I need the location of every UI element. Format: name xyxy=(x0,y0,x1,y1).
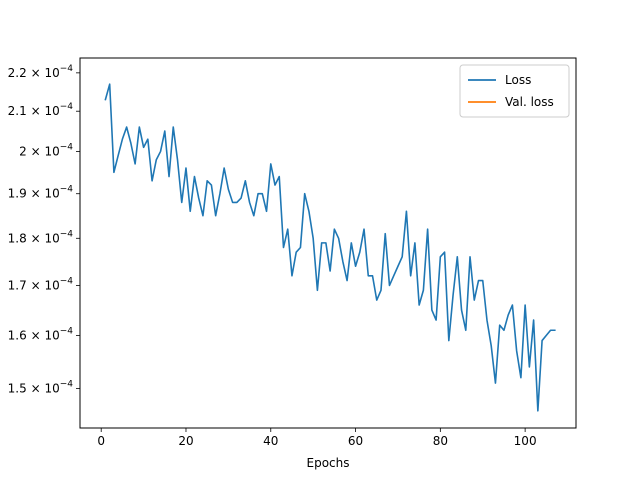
y-tick-label: 1.5 × 10−4 xyxy=(8,380,74,396)
x-tick-label: 20 xyxy=(178,434,193,448)
y-tick-label: 1.8 × 10−4 xyxy=(8,229,74,245)
y-axis-ticks: 1.5 × 10−4 1.6 × 10−4 1.7 × 10−4 1.8 × 10−4… xyxy=(8,64,80,396)
x-axis-label: Epochs xyxy=(307,456,350,470)
legend-label-0: Loss xyxy=(505,73,531,87)
x-axis-ticks: 0 20 40 60 80 100 xyxy=(97,428,537,448)
y-tick-label: 2.2 × 10−4 xyxy=(8,64,74,80)
legend-box xyxy=(459,64,570,118)
series-line-0 xyxy=(104,83,556,412)
legend-label-1: Val. loss xyxy=(505,95,554,109)
x-tick-label: 0 xyxy=(97,434,105,448)
series-layer xyxy=(104,83,556,412)
x-tick-label: 40 xyxy=(263,434,278,448)
y-tick-label: 1.6 × 10−4 xyxy=(8,326,74,342)
x-tick-label: 100 xyxy=(514,434,537,448)
plot-area xyxy=(79,57,577,429)
x-tick-label: 80 xyxy=(433,434,448,448)
y-tick-label: 2 × 10−4 xyxy=(19,142,73,158)
legend: Loss Val. loss xyxy=(459,64,570,118)
y-tick-label: 2.1 × 10−4 xyxy=(8,102,74,118)
x-tick-label: 60 xyxy=(348,434,363,448)
y-tick-label: 1.7 × 10−4 xyxy=(8,276,74,292)
y-tick-label: 1.9 × 10−4 xyxy=(8,185,74,201)
axes-frame xyxy=(79,57,577,429)
